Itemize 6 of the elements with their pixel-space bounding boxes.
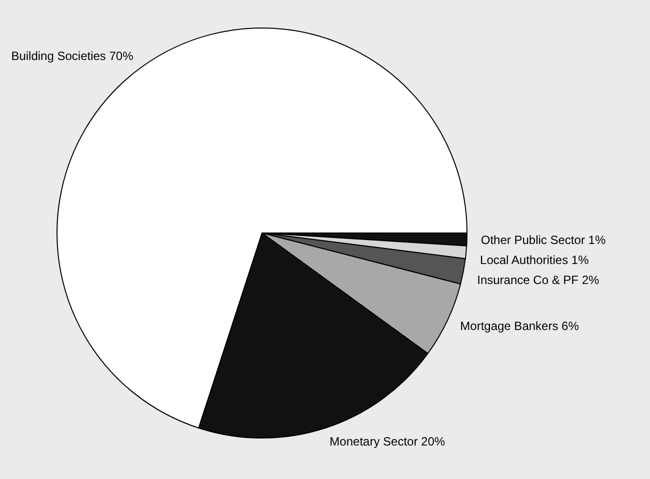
slice-label: Insurance Co & PF 2%	[477, 272, 600, 287]
slice-label: Building Societies 70%	[11, 48, 134, 63]
slice-label: Other Public Sector 1%	[480, 232, 606, 247]
slice-label: Local Authorities 1%	[480, 252, 590, 267]
slice-label: Monetary Sector 20%	[330, 434, 446, 448]
slice-label: Mortgage Bankers 6%	[460, 319, 580, 334]
